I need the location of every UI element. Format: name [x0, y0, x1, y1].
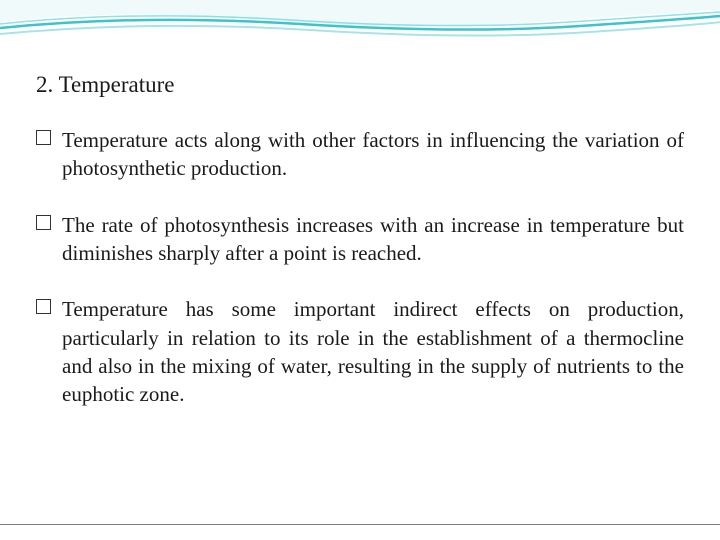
footer-line — [0, 523, 720, 526]
bullet-list: Temperature acts along with other factor… — [36, 126, 684, 409]
bullet-text: Temperature has some important indirect … — [62, 297, 684, 406]
slide-container: 2. Temperature Temperature acts along wi… — [0, 0, 720, 540]
square-bullet-icon — [36, 130, 51, 145]
square-bullet-icon — [36, 215, 51, 230]
content-area: 2. Temperature Temperature acts along wi… — [36, 72, 684, 437]
wave-decoration — [0, 0, 720, 60]
bullet-item: Temperature acts along with other factor… — [36, 126, 684, 183]
slide-heading: 2. Temperature — [36, 72, 684, 98]
bullet-text: Temperature acts along with other factor… — [62, 128, 684, 180]
bullet-item: Temperature has some important indirect … — [36, 295, 684, 408]
bullet-text: The rate of photosynthesis increases wit… — [62, 213, 684, 265]
square-bullet-icon — [36, 299, 51, 314]
bullet-item: The rate of photosynthesis increases wit… — [36, 211, 684, 268]
